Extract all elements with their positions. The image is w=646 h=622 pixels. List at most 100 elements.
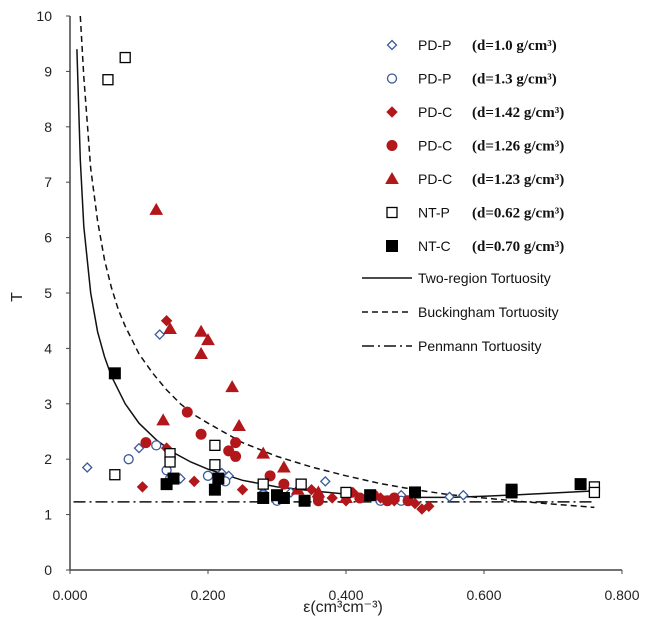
data-point [201, 333, 215, 346]
legend-curve-name: Penmann Tortuosity [418, 338, 541, 354]
data-point [208, 483, 221, 496]
legend: PD-P (d=1.0 g/cm³) PD-P (d=1.3 g/cm³) PD-C (d… [362, 37, 564, 354]
data-point [163, 322, 177, 335]
data-point [277, 491, 290, 504]
data-point [167, 472, 180, 485]
data-point [278, 478, 290, 490]
data-points [81, 51, 601, 515]
y-tick-label: 3 [44, 396, 52, 412]
y-tick-label: 7 [44, 174, 52, 190]
data-point [340, 486, 352, 499]
y-tick-label: 6 [44, 230, 52, 246]
y-tick-label: 5 [44, 285, 52, 301]
data-point [181, 406, 193, 418]
legend-marker [386, 140, 398, 151]
y-axis-label: T [9, 292, 26, 302]
legend-marker [385, 171, 399, 184]
data-point [256, 446, 271, 459]
data-point [354, 492, 366, 504]
y-tick-label: 2 [44, 451, 52, 467]
data-point [123, 454, 134, 465]
legend-series-name: NT-P [418, 205, 450, 221]
legend-series-density: (d=0.70 g/cm³) [472, 239, 564, 255]
data-point [81, 462, 93, 473]
legend-series-density: (d=1.23 g/cm³) [472, 172, 564, 188]
data-point [188, 475, 200, 488]
legend-marker [386, 106, 398, 118]
data-point [230, 437, 242, 449]
data-point [195, 428, 207, 440]
axes: 0 1 2 3 4 5 6 7 8 9 10 0.000 0.200 0.400 0.600 0.800 [36, 8, 639, 603]
data-point [160, 314, 173, 327]
data-point [319, 475, 331, 487]
legend-series-density: (d=0.62 g/cm³) [472, 206, 564, 222]
data-point [156, 413, 171, 426]
legend-series-density: (d=1.26 g/cm³) [472, 139, 564, 155]
legend-marker [386, 73, 398, 84]
data-point [108, 367, 121, 380]
x-tick-label: 0.400 [328, 587, 363, 603]
data-point [119, 51, 131, 64]
data-point [140, 437, 152, 449]
data-point [298, 494, 311, 507]
y-tick-label: 4 [44, 340, 52, 356]
data-point [257, 478, 269, 490]
data-point [277, 460, 291, 473]
legend-marker [386, 206, 398, 219]
data-point [232, 418, 246, 431]
x-tick-label: 0.600 [466, 587, 501, 603]
y-tick-label: 10 [36, 8, 52, 24]
data-point [236, 483, 249, 496]
x-tick-label: 0.200 [190, 587, 225, 603]
data-point [194, 346, 208, 359]
legend-series-density: (d=1.3 g/cm³) [472, 72, 557, 88]
data-point [109, 469, 121, 481]
legend-series-name: PD-C [418, 171, 452, 187]
data-point [326, 492, 338, 504]
legend-series-name: PD-P [418, 37, 451, 53]
series-pd-c-4 [149, 202, 353, 503]
data-point [574, 478, 587, 491]
data-point [164, 456, 176, 468]
data-point [457, 489, 469, 501]
buckingham-tortuosity-curve [79, 15, 595, 509]
data-point [311, 485, 326, 498]
legend-series-name: PD-C [418, 104, 452, 120]
data-point [388, 492, 400, 504]
legend-curve-name: Buckingham Tortuosity [418, 304, 559, 320]
data-point [209, 459, 221, 471]
series-nt-c-6 [108, 367, 587, 507]
y-tick-label: 8 [44, 119, 52, 135]
legend-series-name: NT-C [418, 238, 451, 254]
data-point [154, 329, 166, 340]
data-point [212, 472, 225, 485]
data-point [133, 442, 145, 454]
data-point [444, 491, 455, 503]
data-point [151, 440, 162, 451]
legend-series-name: PD-C [418, 138, 452, 154]
data-point [230, 450, 242, 462]
x-tick-label: 0.000 [52, 587, 87, 603]
legend-series-name: PD-P [418, 71, 451, 87]
model-curves [73, 15, 595, 509]
data-point [364, 489, 377, 502]
data-point [423, 500, 435, 512]
legend-marker [386, 240, 398, 252]
legend-curve-name: Two-region Tortuosity [418, 270, 551, 286]
data-point [149, 202, 164, 215]
data-point [588, 486, 601, 499]
y-tick-label: 0 [44, 562, 52, 578]
data-point [102, 74, 114, 86]
data-point [202, 470, 214, 481]
y-tick-label: 1 [44, 507, 52, 523]
data-point [305, 483, 318, 496]
x-axis-label: ε(cm³cm⁻³) [303, 599, 383, 616]
legend-marker [386, 39, 398, 51]
two-region-tortuosity-curve [76, 49, 595, 499]
data-point [409, 486, 421, 499]
legend-series-density: (d=1.0 g/cm³) [472, 38, 557, 54]
x-tick-label: 0.800 [604, 587, 639, 603]
data-point [295, 478, 307, 490]
data-point [136, 481, 149, 493]
